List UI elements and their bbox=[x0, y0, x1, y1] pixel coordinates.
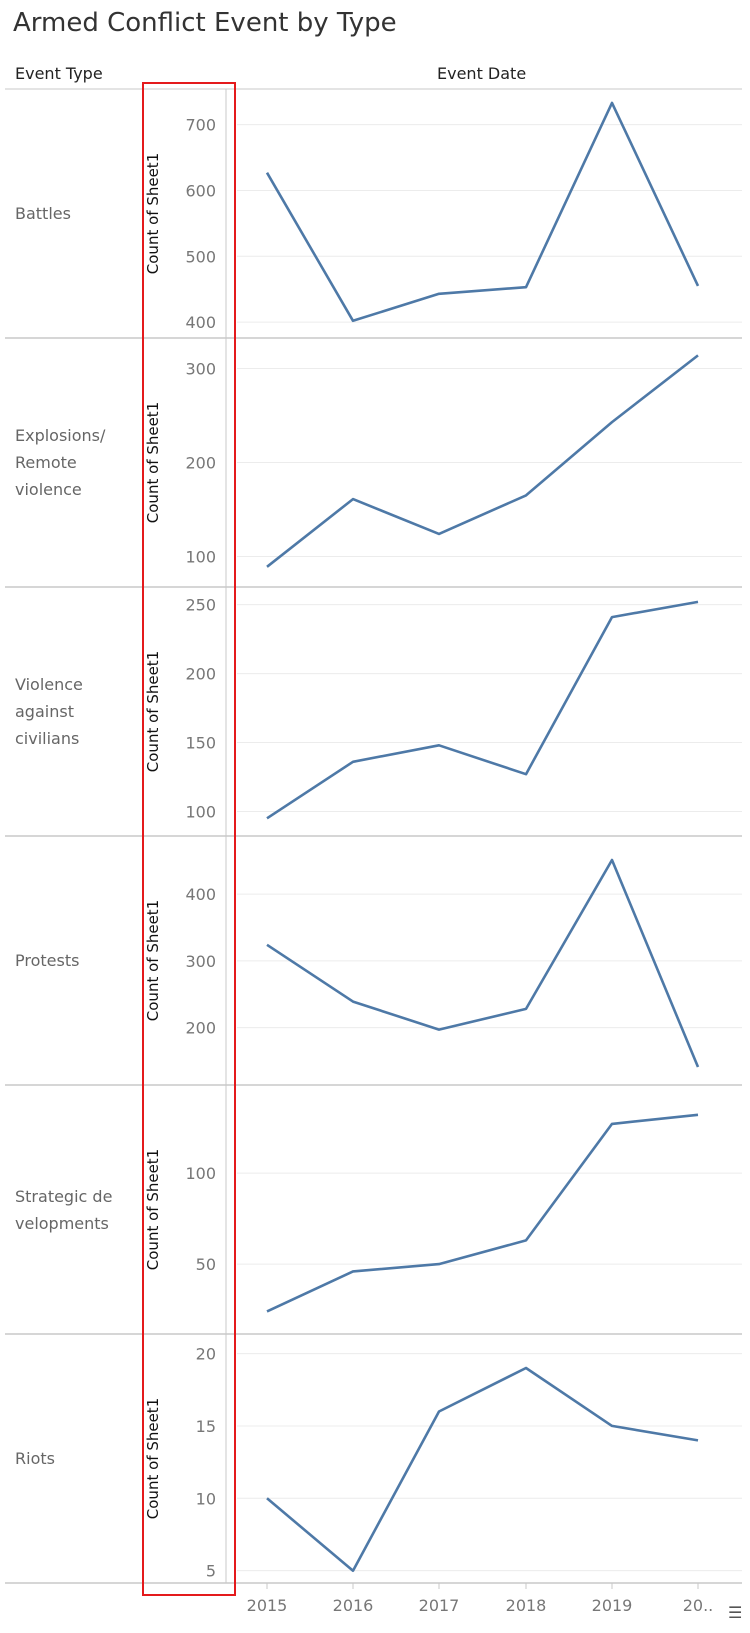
series-line-protests bbox=[266, 858, 700, 1068]
sort-descending-icon[interactable]: ☰ bbox=[728, 1603, 743, 1622]
x-tick-label: 2017 bbox=[419, 1596, 460, 1615]
y-axis-label: Count of Sheet1 bbox=[144, 402, 162, 523]
y-axis-label: Count of Sheet1 bbox=[144, 1149, 162, 1270]
series-line-riots bbox=[266, 1366, 699, 1572]
y-tick-label: 5 bbox=[206, 1562, 216, 1581]
y-tick-label: 50 bbox=[196, 1255, 216, 1274]
row-label-line: against bbox=[15, 702, 74, 721]
y-tick-label: 600 bbox=[185, 181, 216, 200]
series-line-explosions-remote-violence bbox=[266, 354, 699, 568]
y-tick-label: 150 bbox=[185, 734, 216, 753]
y-tick-label: 100 bbox=[185, 547, 216, 566]
y-tick-label: 400 bbox=[185, 313, 216, 332]
x-tick-label: 20.. bbox=[683, 1596, 714, 1615]
series-line-violence-against-civilians bbox=[266, 600, 699, 820]
row-header-event-type: Event Type bbox=[15, 64, 103, 83]
row-label: Riots bbox=[15, 1445, 135, 1472]
row-label-line: Riots bbox=[15, 1449, 55, 1468]
row-label-line: Remote bbox=[15, 453, 77, 472]
y-axis-label: Count of Sheet1 bbox=[144, 651, 162, 772]
y-tick-label: 250 bbox=[185, 596, 216, 615]
y-axis-label: Count of Sheet1 bbox=[144, 153, 162, 274]
y-tick-label: 700 bbox=[185, 116, 216, 135]
row-label: Battles bbox=[15, 200, 135, 227]
y-tick-label: 20 bbox=[196, 1345, 216, 1364]
row-label: Protests bbox=[15, 947, 135, 974]
y-tick-label: 200 bbox=[185, 454, 216, 473]
y-tick-label: 500 bbox=[185, 247, 216, 266]
x-tick-label: 2016 bbox=[333, 1596, 374, 1615]
column-header-event-date: Event Date bbox=[437, 64, 527, 83]
y-tick-label: 300 bbox=[185, 952, 216, 971]
x-tick-label: 2018 bbox=[506, 1596, 547, 1615]
row-label-line: violence bbox=[15, 480, 82, 499]
row-label: Explosions/Remote violence bbox=[15, 422, 135, 503]
y-tick-label: 300 bbox=[185, 360, 216, 379]
x-tick-label: 2015 bbox=[247, 1596, 288, 1615]
y-axis-label: Count of Sheet1 bbox=[144, 1398, 162, 1519]
y-tick-label: 15 bbox=[196, 1417, 216, 1436]
row-label: Violence against civilians bbox=[15, 671, 135, 752]
row-label-line: velopments bbox=[15, 1213, 109, 1233]
y-tick-label: 100 bbox=[185, 1164, 216, 1183]
row-label-line: Strategic de bbox=[15, 1186, 113, 1206]
row-label: Strategic de velopments bbox=[15, 1183, 135, 1237]
row-label-line: Explosions/ bbox=[15, 426, 106, 445]
row-label-line: Protests bbox=[15, 951, 80, 970]
y-tick-label: 200 bbox=[185, 665, 216, 684]
row-label-line: civilians bbox=[15, 729, 80, 748]
y-axis-label: Count of Sheet1 bbox=[144, 900, 162, 1021]
chart-title: Armed Conflict Event by Type bbox=[13, 8, 397, 38]
series-line-strategic-developments bbox=[266, 1113, 699, 1313]
y-tick-label: 400 bbox=[185, 885, 216, 904]
y-tick-label: 10 bbox=[196, 1489, 216, 1508]
row-label-line: Battles bbox=[15, 204, 71, 223]
x-tick-label: 2019 bbox=[592, 1596, 633, 1615]
y-tick-label: 200 bbox=[185, 1019, 216, 1038]
y-axis-highlight-box bbox=[142, 82, 236, 1596]
series-line-battles bbox=[265, 101, 700, 323]
row-label-line: Violence bbox=[15, 675, 83, 694]
y-tick-label: 100 bbox=[185, 802, 216, 821]
